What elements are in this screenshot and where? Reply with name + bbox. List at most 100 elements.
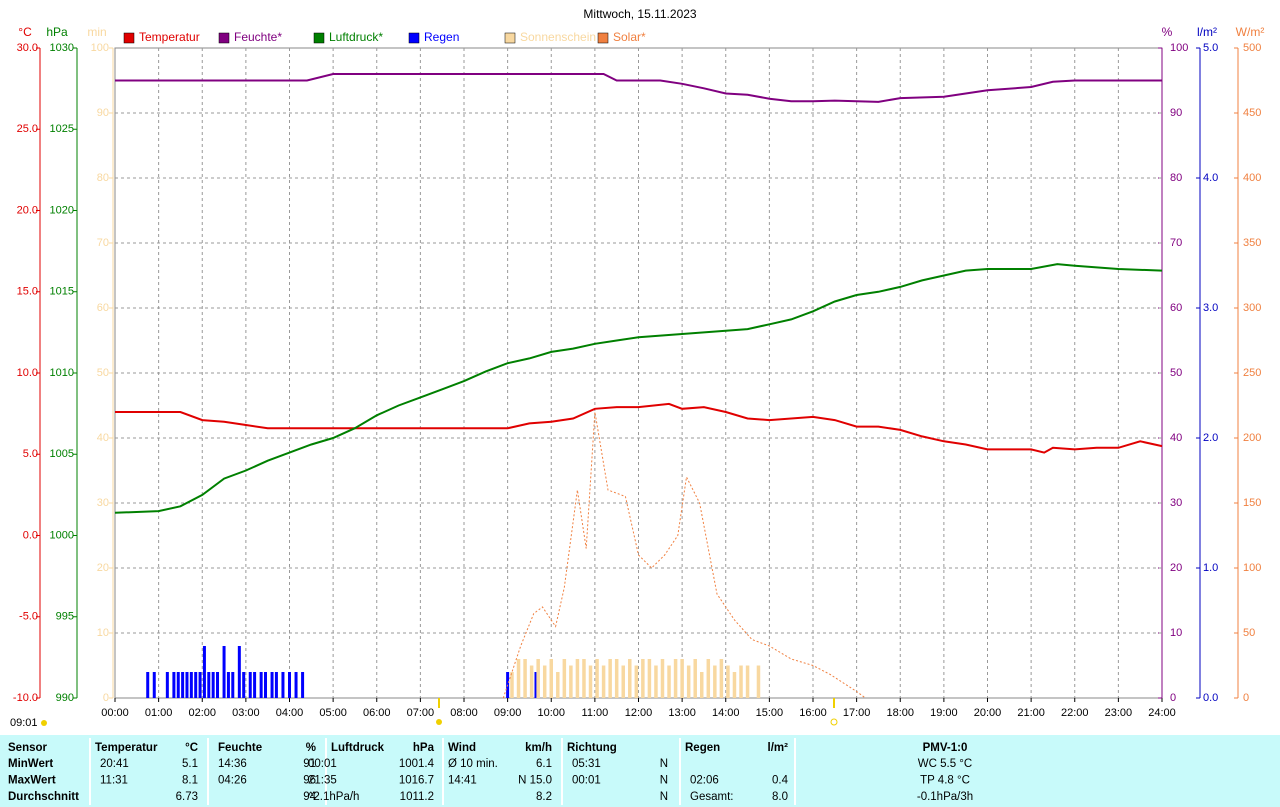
- y-tick-label: 25.0: [17, 123, 38, 135]
- y-tick-label: 70: [97, 237, 109, 249]
- legend-swatch: [408, 32, 420, 44]
- bar: [270, 672, 274, 698]
- bar: [281, 672, 285, 698]
- y-tick-label: 300: [1243, 302, 1261, 314]
- table-cell: 8.2: [536, 791, 552, 803]
- table-header: Sensor: [8, 742, 48, 754]
- y-tick-label: 4.0: [1203, 172, 1218, 184]
- bar: [582, 659, 586, 698]
- table-cell: 14:36: [218, 758, 247, 770]
- y-tick-label: 350: [1243, 237, 1261, 249]
- y-tick-label: 150: [1243, 497, 1261, 509]
- bar: [253, 672, 257, 698]
- bar: [274, 672, 278, 698]
- table-cell: 96: [303, 775, 316, 787]
- y-tick-label: 30.0: [17, 42, 38, 54]
- y-tick-label: 250: [1243, 367, 1261, 379]
- legend-label: Regen: [424, 30, 459, 44]
- y-tick-label: 10.0: [17, 367, 38, 379]
- y-tick-label: 100: [1243, 562, 1261, 574]
- legend-label: Feuchte*: [234, 30, 282, 44]
- bar: [569, 665, 573, 698]
- table-cell: 94: [303, 791, 316, 803]
- x-tick-label: 17:00: [843, 707, 871, 719]
- bar: [621, 665, 625, 698]
- bar: [294, 672, 298, 698]
- bar: [264, 672, 268, 698]
- bar: [226, 672, 230, 698]
- bar: [647, 659, 652, 698]
- table-cell: 05:31: [572, 758, 601, 770]
- y-tick-label: 10: [1170, 627, 1182, 639]
- x-tick-label: 13:00: [668, 707, 696, 719]
- y-tick-label: 0: [1170, 692, 1176, 704]
- y-tick-label: 50: [1170, 367, 1182, 379]
- table-cell: N 15.0: [518, 775, 552, 787]
- bar: [660, 659, 665, 698]
- bar: [686, 665, 691, 698]
- bar: [510, 672, 514, 698]
- bar: [745, 665, 750, 698]
- table-cell: 91: [303, 758, 316, 770]
- bar: [726, 665, 730, 698]
- y-tick-label: 60: [97, 302, 109, 314]
- y-tick-label: 995: [56, 611, 74, 623]
- table-header: hPa: [413, 742, 435, 754]
- legend-swatch: [123, 32, 135, 44]
- y-tick-label: 450: [1243, 107, 1261, 119]
- bar: [549, 659, 553, 698]
- table-cell: -0.1hPa/3h: [917, 791, 973, 803]
- axis-label: °C: [18, 25, 32, 39]
- x-tick-label: 20:00: [974, 707, 1002, 719]
- table-cell: 04:26: [218, 775, 247, 787]
- x-tick-label: 23:00: [1105, 707, 1133, 719]
- series-line: [115, 73, 1162, 103]
- y-tick-label: 1030: [50, 42, 74, 54]
- bar: [523, 659, 527, 698]
- bar: [739, 665, 743, 698]
- bar: [641, 659, 645, 698]
- y-tick-label: 5.0: [23, 448, 38, 460]
- table-cell: 1001.4: [399, 758, 435, 770]
- y-tick-label: 80: [97, 172, 109, 184]
- x-tick-label: 18:00: [886, 707, 914, 719]
- table-cell: 6.1: [536, 758, 552, 770]
- bar: [588, 665, 593, 698]
- y-tick-label: 0: [1243, 692, 1249, 704]
- y-tick-label: 20: [1170, 562, 1182, 574]
- table-header: %: [306, 742, 316, 754]
- axis-label: min: [87, 25, 106, 39]
- x-tick-label: 12:00: [625, 707, 653, 719]
- y-tick-label: 10: [97, 627, 109, 639]
- table-cell: N: [660, 775, 668, 787]
- table-header: Temperatur: [95, 742, 158, 754]
- table-header: km/h: [525, 742, 552, 754]
- y-tick-label: 50: [97, 367, 109, 379]
- table-cell: 11:31: [100, 775, 128, 787]
- bar: [693, 659, 697, 698]
- table-cell: 00:01: [572, 775, 601, 787]
- table-cell: N: [660, 758, 668, 770]
- x-tick-label: 04:00: [276, 707, 304, 719]
- y-tick-label: 0.0: [23, 529, 38, 541]
- table-header: l/m²: [768, 742, 789, 754]
- legend-swatch: [504, 32, 516, 44]
- table-cell: 21:35: [308, 775, 337, 787]
- x-tick-label: 05:00: [319, 707, 347, 719]
- x-tick-label: 01:00: [145, 707, 173, 719]
- y-tick-label: 3.0: [1203, 302, 1218, 314]
- y-tick-label: 100: [91, 42, 109, 54]
- x-tick-label: 03:00: [232, 707, 260, 719]
- x-tick-label: 24:00: [1148, 707, 1176, 719]
- bar: [231, 672, 235, 698]
- y-tick-label: -5.0: [19, 611, 38, 623]
- table-cell: 8.0: [772, 791, 788, 803]
- y-tick-label: 60: [1170, 302, 1182, 314]
- y-tick-label: 0: [103, 692, 109, 704]
- y-tick-label: 1015: [50, 286, 74, 298]
- table-cell: 5.1: [182, 758, 198, 770]
- series-line: [114, 263, 1163, 514]
- bar: [719, 659, 724, 698]
- y-tick-label: 2.0: [1203, 432, 1218, 444]
- x-tick-label: 19:00: [930, 707, 958, 719]
